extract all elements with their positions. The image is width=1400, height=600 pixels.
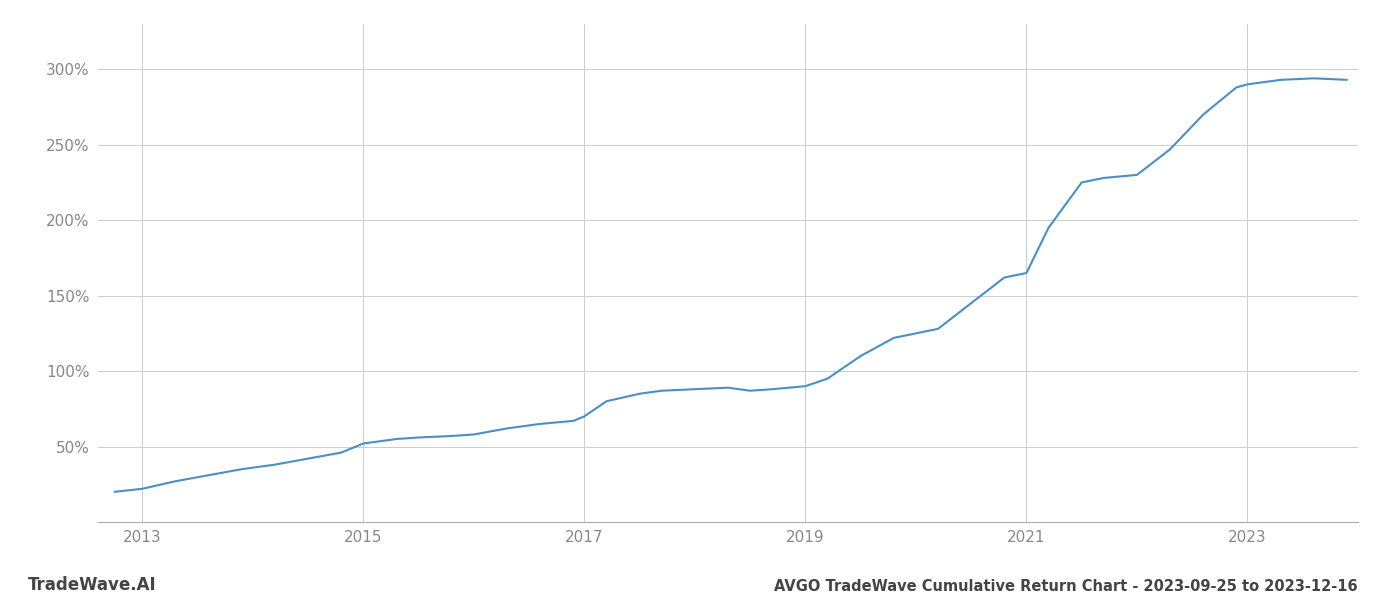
Text: TradeWave.AI: TradeWave.AI xyxy=(28,576,157,594)
Text: AVGO TradeWave Cumulative Return Chart - 2023-09-25 to 2023-12-16: AVGO TradeWave Cumulative Return Chart -… xyxy=(774,579,1358,594)
